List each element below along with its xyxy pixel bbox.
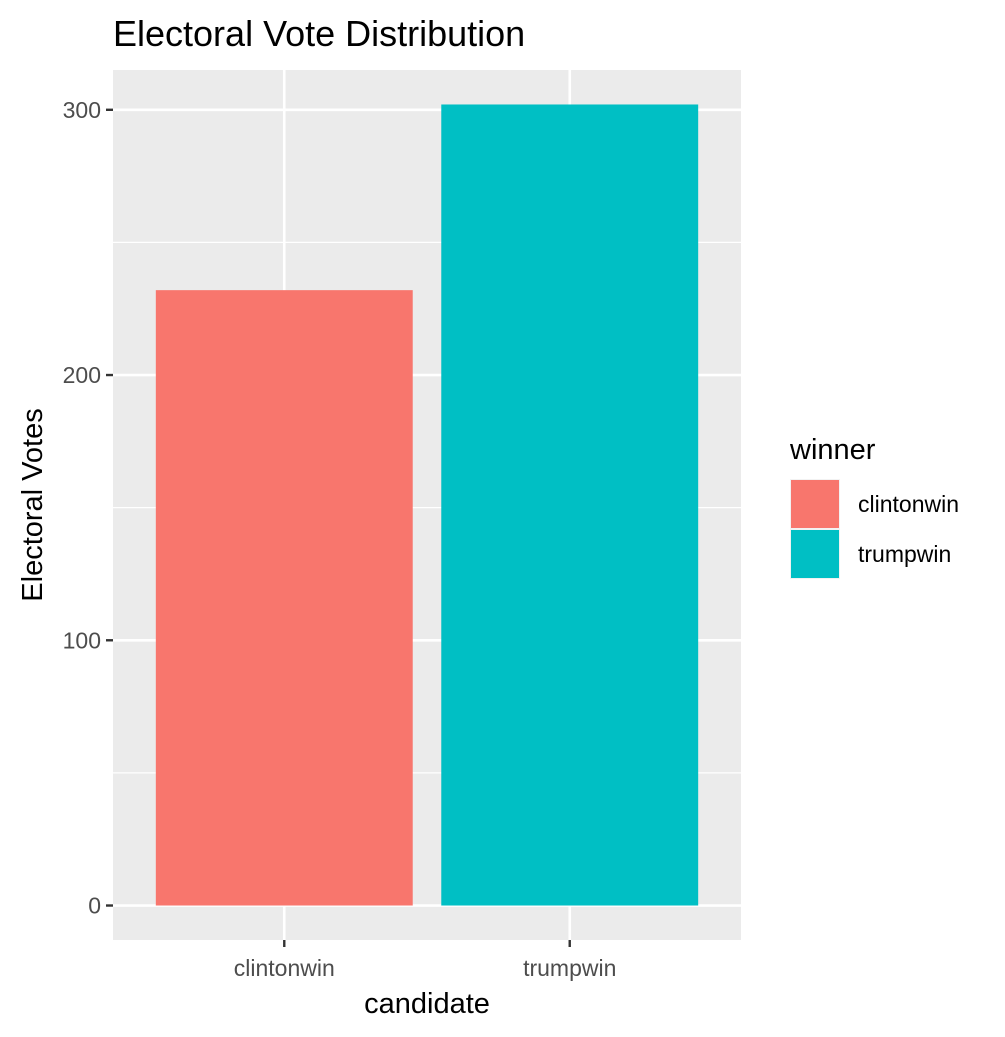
- y-tick-label: 100: [63, 627, 101, 653]
- x-axis: clintonwin trumpwin: [234, 940, 616, 981]
- y-axis: 0 100 200 300: [63, 97, 113, 919]
- legend-items: clintonwin trumpwin: [790, 479, 959, 579]
- legend-label-clintonwin: clintonwin: [858, 491, 959, 517]
- y-tick-label: 200: [63, 362, 101, 388]
- bar-trumpwin: [441, 104, 699, 906]
- legend-label-trumpwin: trumpwin: [858, 541, 951, 567]
- legend-key-trumpwin: [791, 530, 839, 578]
- legend: winner clintonwin trumpwin: [789, 434, 959, 579]
- x-tick-label: trumpwin: [523, 955, 616, 981]
- legend-title: winner: [789, 434, 876, 466]
- x-axis-title: candidate: [364, 988, 490, 1020]
- y-tick-label: 0: [88, 893, 101, 919]
- chart-title: Electoral Vote Distribution: [113, 13, 525, 54]
- bars: [155, 104, 699, 906]
- legend-key-clintonwin: [791, 480, 839, 528]
- bar-clintonwin: [155, 290, 413, 906]
- y-tick-label: 300: [63, 97, 101, 123]
- x-tick-label: clintonwin: [234, 955, 335, 981]
- y-axis-title: Electoral Votes: [17, 408, 49, 601]
